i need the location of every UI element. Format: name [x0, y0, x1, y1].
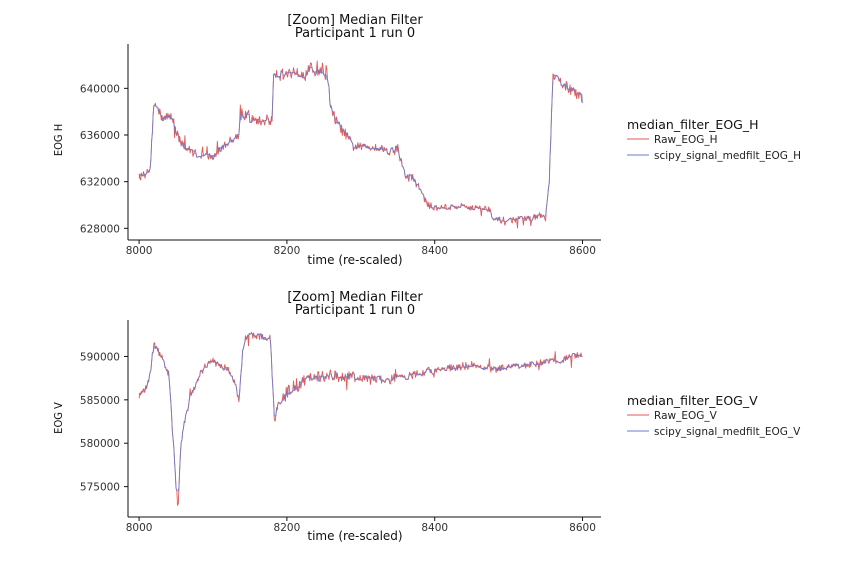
x-tick-label: 8000	[126, 522, 153, 534]
panel-eog-v: [Zoom] Median Filter Participant 1 run 0…	[52, 290, 801, 543]
x-tick-label: 8200	[274, 522, 301, 534]
series-line-medfilt-eog-h	[138, 65, 583, 223]
series-line-raw-eog-h	[138, 60, 583, 229]
chart-subtitle: Participant 1 run 0	[295, 26, 415, 41]
y-tick-label: 585000	[80, 395, 120, 407]
legend-title: median_filter_EOG_H	[627, 117, 759, 132]
chart-title: [Zoom] Median Filter	[287, 290, 423, 305]
x-tick-label: 8600	[569, 522, 596, 534]
x-axis-label: time (re-scaled)	[307, 529, 402, 543]
x-ticks: 8000 8200 8400 8600	[126, 240, 596, 257]
y-axis-label: EOG V	[52, 402, 65, 434]
y-tick-label: 628000	[80, 223, 120, 235]
y-ticks: 575000 580000 585000 590000	[80, 351, 128, 494]
x-axis-label: time (re-scaled)	[307, 253, 402, 267]
y-tick-label: 636000	[80, 130, 120, 142]
legend: median_filter_EOG_V Raw_EOG_V scipy_sign…	[627, 393, 801, 438]
y-tick-label: 632000	[80, 177, 120, 189]
y-tick-label: 580000	[80, 438, 120, 450]
x-tick-label: 8400	[421, 522, 448, 534]
x-tick-label: 8400	[421, 245, 448, 257]
panel-eog-h: [Zoom] Median Filter Participant 1 run 0…	[52, 13, 801, 267]
legend: median_filter_EOG_H Raw_EOG_H scipy_sign…	[627, 117, 801, 162]
legend-item-raw: Raw_EOG_H	[654, 134, 718, 146]
y-tick-label: 590000	[80, 351, 120, 363]
chart-subtitle: Participant 1 run 0	[295, 303, 415, 318]
series-line-raw-eog-v	[138, 331, 583, 506]
x-tick-label: 8000	[126, 245, 153, 257]
x-ticks: 8000 8200 8400 8600	[126, 517, 596, 534]
legend-item-raw: Raw_EOG_V	[654, 410, 718, 422]
y-tick-label: 575000	[80, 482, 120, 494]
y-tick-label: 640000	[80, 83, 120, 95]
legend-item-medfilt: scipy_signal_medfilt_EOG_H	[654, 150, 801, 162]
x-tick-label: 8200	[274, 245, 301, 257]
series-line-medfilt-eog-v	[138, 333, 583, 491]
chart-title: [Zoom] Median Filter	[287, 13, 423, 28]
y-axis-label: EOG H	[52, 124, 65, 156]
y-ticks: 628000 632000 636000 640000	[80, 83, 128, 235]
legend-title: median_filter_EOG_V	[627, 393, 758, 408]
x-tick-label: 8600	[569, 245, 596, 257]
legend-item-medfilt: scipy_signal_medfilt_EOG_V	[654, 426, 801, 438]
